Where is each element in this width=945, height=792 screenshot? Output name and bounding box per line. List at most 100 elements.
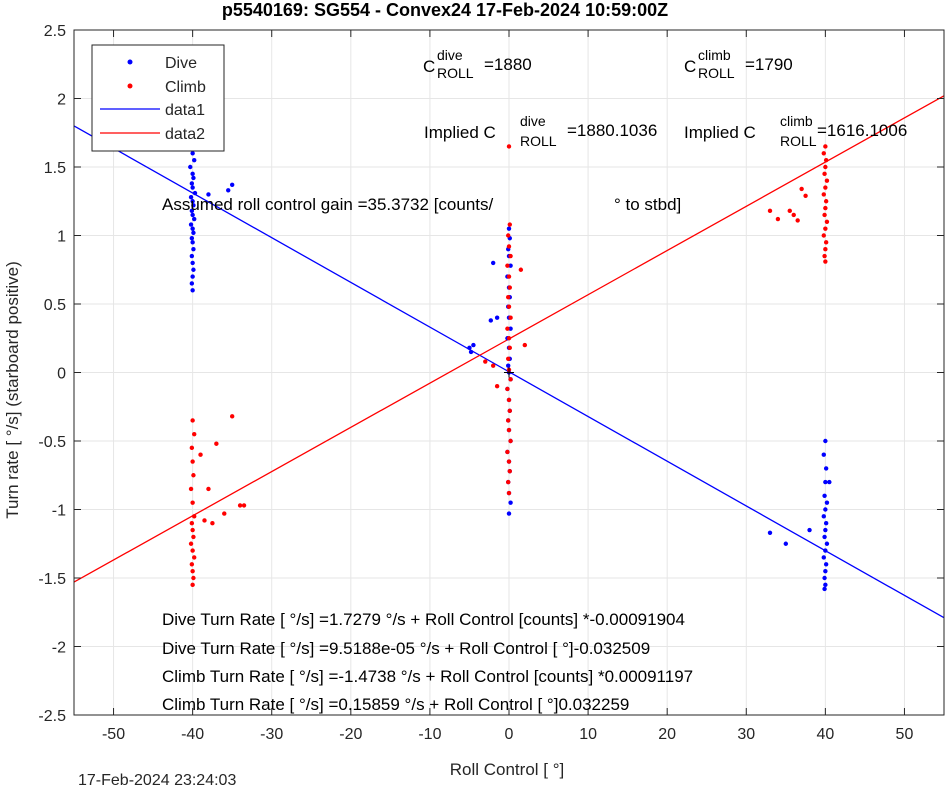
c-climb-base: C	[684, 57, 696, 76]
y-tick-label: 2	[57, 92, 66, 109]
dive-point	[767, 530, 773, 535]
climb-point	[508, 253, 513, 259]
origin-marker	[504, 367, 514, 378]
dive-point	[488, 318, 494, 323]
legend-climb-label: Climb	[165, 79, 206, 96]
dive-point	[822, 575, 827, 581]
y-tick-label: 1	[57, 229, 66, 246]
x-tick-label: -50	[102, 726, 125, 743]
dive-point	[206, 192, 211, 197]
timestamp-footer: 17-Feb-2024 23:24:03	[78, 772, 236, 789]
legend: Dive Climb data1 data2	[91, 44, 225, 152]
dive-point	[823, 438, 828, 444]
dive-point	[468, 349, 474, 355]
dive-point	[192, 216, 197, 222]
equation-dive-degrees: Dive Turn Rate [ °/s] =9.5188e-05 °/s + …	[162, 639, 650, 658]
implied-dive-value: =1880.1036	[567, 121, 657, 140]
dive-point	[191, 230, 196, 235]
dive-point	[190, 260, 195, 266]
climb-point	[506, 244, 512, 249]
climb-point	[188, 541, 194, 546]
dive-point	[191, 247, 196, 252]
dive-point	[188, 222, 194, 227]
climb-point	[506, 490, 512, 496]
dive-point	[467, 345, 472, 351]
climb-point	[505, 326, 510, 331]
climb-point	[506, 144, 512, 149]
dive-point	[191, 267, 196, 272]
y-tick-label: 1.5	[44, 160, 66, 177]
dive-point	[823, 548, 828, 553]
annotation-implied-climb: Implied C climb ROLL =1616.1006	[684, 113, 907, 149]
climb-point	[188, 486, 194, 492]
dive-point	[823, 562, 829, 567]
equation-climb-degrees: Climb Turn Rate [ °/s] =0.15859 °/s + Ro…	[162, 695, 629, 714]
x-tick-label: 40	[816, 726, 834, 743]
dive-point	[824, 541, 830, 546]
y-axis-label: Turn rate [ °/s] (starboard positive)	[3, 261, 22, 518]
y-tick-label: 0.5	[44, 297, 66, 314]
x-tick-label: -10	[418, 726, 441, 743]
dive-point	[821, 555, 826, 560]
climb-point	[505, 386, 510, 392]
implied-dive-sub: ROLL	[520, 133, 557, 149]
legend-data2-label: data2	[165, 126, 205, 143]
legend-dive-marker	[127, 59, 133, 65]
climb-point	[507, 345, 512, 351]
climb-point	[506, 294, 511, 300]
climb-point	[791, 212, 796, 218]
implied-climb-sup: climb	[780, 113, 813, 129]
climb-point	[190, 500, 195, 505]
climb-point	[190, 418, 195, 423]
c-climb-value: =1790	[745, 55, 793, 74]
climb-point	[822, 171, 827, 177]
climb-point	[803, 193, 808, 198]
dive-point	[508, 500, 513, 505]
dive-point	[191, 175, 196, 181]
climb-point	[795, 218, 800, 223]
y-tick-label: -1	[52, 503, 66, 520]
dive-point	[192, 157, 197, 163]
climb-point	[506, 479, 511, 485]
climb-point	[191, 473, 196, 478]
c-dive-sub: ROLL	[437, 65, 474, 81]
dive-point	[823, 582, 828, 588]
dive-point	[823, 479, 828, 485]
dive-point	[189, 181, 195, 186]
climb-point	[229, 414, 235, 419]
climb-point	[191, 534, 196, 540]
dive-point	[807, 527, 812, 533]
c-climb-sup: climb	[698, 47, 731, 63]
dive-point	[827, 479, 832, 485]
climb-point	[505, 263, 510, 268]
climb-point	[823, 247, 828, 252]
y-tick-label: 0	[57, 366, 66, 383]
equation-climb-counts: Climb Turn Rate [ °/s] =-1.4738 °/s + Ro…	[162, 667, 693, 686]
dive-point	[823, 466, 829, 471]
dive-point	[823, 568, 828, 574]
annotation-c-climb: C climb ROLL =1790	[684, 47, 793, 81]
dive-point	[508, 263, 513, 268]
climb-point	[190, 459, 195, 464]
climb-point	[222, 511, 227, 516]
equation-dive-counts: Dive Turn Rate [ °/s] =1.7279 °/s + Roll…	[162, 610, 685, 629]
x-tick-label: 20	[658, 726, 676, 743]
dive-point	[822, 493, 827, 498]
dive-point	[189, 281, 195, 286]
y-tick-label: 2.5	[44, 23, 66, 40]
annotation-implied-dive: Implied C dive ROLL =1880.1036	[424, 113, 657, 149]
climb-point	[787, 208, 792, 214]
gain-text-left: Assumed roll control gain =35.3732 [coun…	[162, 195, 494, 214]
climb-point	[822, 212, 827, 218]
climb-point	[823, 185, 828, 190]
climb-point	[522, 342, 528, 348]
implied-dive-sup: dive	[520, 113, 546, 129]
dive-point	[190, 185, 195, 190]
climb-point	[823, 205, 828, 211]
dive-point	[190, 274, 195, 279]
x-tick-labels: -50 -40 -30 -20 -10 0 10 20 30 40 50	[102, 726, 913, 743]
climb-point	[483, 359, 488, 364]
dive-point	[189, 236, 195, 241]
climb-point	[505, 449, 510, 455]
dive-point	[490, 260, 496, 266]
